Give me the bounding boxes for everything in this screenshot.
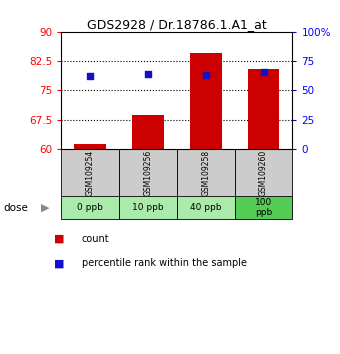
Text: dose: dose <box>3 203 28 213</box>
Text: GSM109254: GSM109254 <box>86 149 95 196</box>
Text: 10 ppb: 10 ppb <box>132 203 164 212</box>
Bar <box>74 144 106 149</box>
Text: GSM109256: GSM109256 <box>143 149 152 196</box>
Text: ■: ■ <box>54 234 65 244</box>
Bar <box>61 196 119 219</box>
Text: ■: ■ <box>54 258 65 268</box>
Bar <box>132 115 164 149</box>
Title: GDS2928 / Dr.18786.1.A1_at: GDS2928 / Dr.18786.1.A1_at <box>87 18 267 31</box>
Bar <box>235 149 292 196</box>
Text: 0 ppb: 0 ppb <box>77 203 103 212</box>
Bar <box>235 196 292 219</box>
Bar <box>177 149 235 196</box>
Bar <box>190 53 222 149</box>
Bar <box>61 149 119 196</box>
Text: 100
ppb: 100 ppb <box>255 198 272 217</box>
Text: count: count <box>82 234 109 244</box>
Bar <box>177 196 235 219</box>
Text: ▶: ▶ <box>41 203 49 213</box>
Text: GSM109258: GSM109258 <box>201 149 210 196</box>
Point <box>145 71 151 77</box>
Text: percentile rank within the sample: percentile rank within the sample <box>82 258 246 268</box>
Bar <box>119 196 177 219</box>
Bar <box>119 149 177 196</box>
Point <box>87 74 93 79</box>
Text: GSM109260: GSM109260 <box>259 149 268 196</box>
Bar <box>248 69 279 149</box>
Point <box>261 69 266 75</box>
Point <box>203 73 208 78</box>
Text: 40 ppb: 40 ppb <box>190 203 221 212</box>
